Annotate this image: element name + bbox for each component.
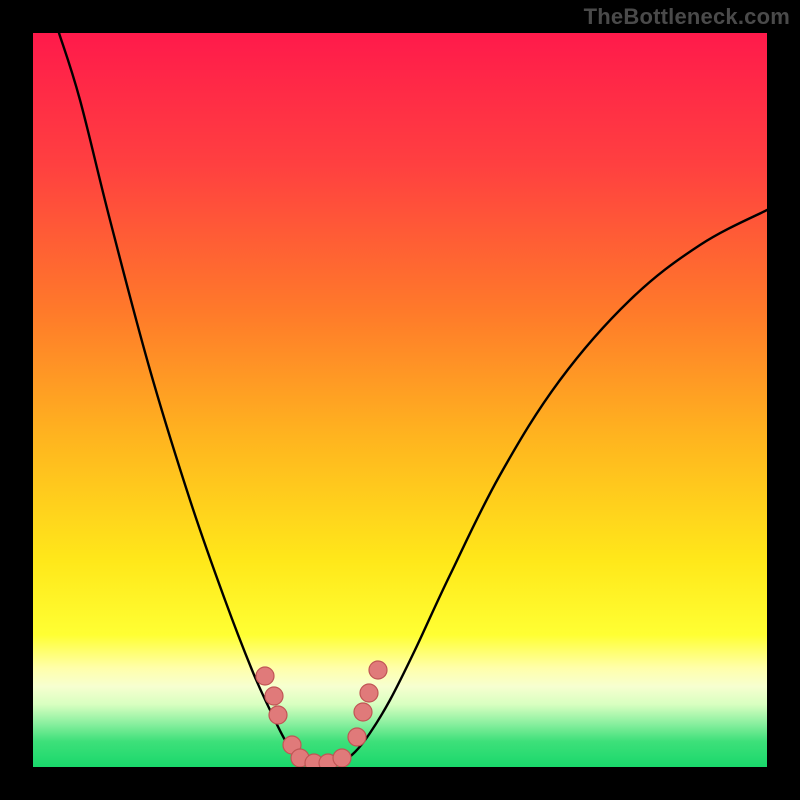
data-point-marker — [354, 703, 372, 721]
data-point-marker — [348, 728, 366, 746]
data-point-marker — [256, 667, 274, 685]
chart-background — [33, 33, 767, 767]
data-point-marker — [265, 687, 283, 705]
watermark-text: TheBottleneck.com — [584, 4, 790, 30]
bottleneck-chart — [0, 0, 800, 800]
data-point-marker — [269, 706, 287, 724]
data-point-marker — [333, 749, 351, 767]
data-point-marker — [360, 684, 378, 702]
data-point-marker — [369, 661, 387, 679]
